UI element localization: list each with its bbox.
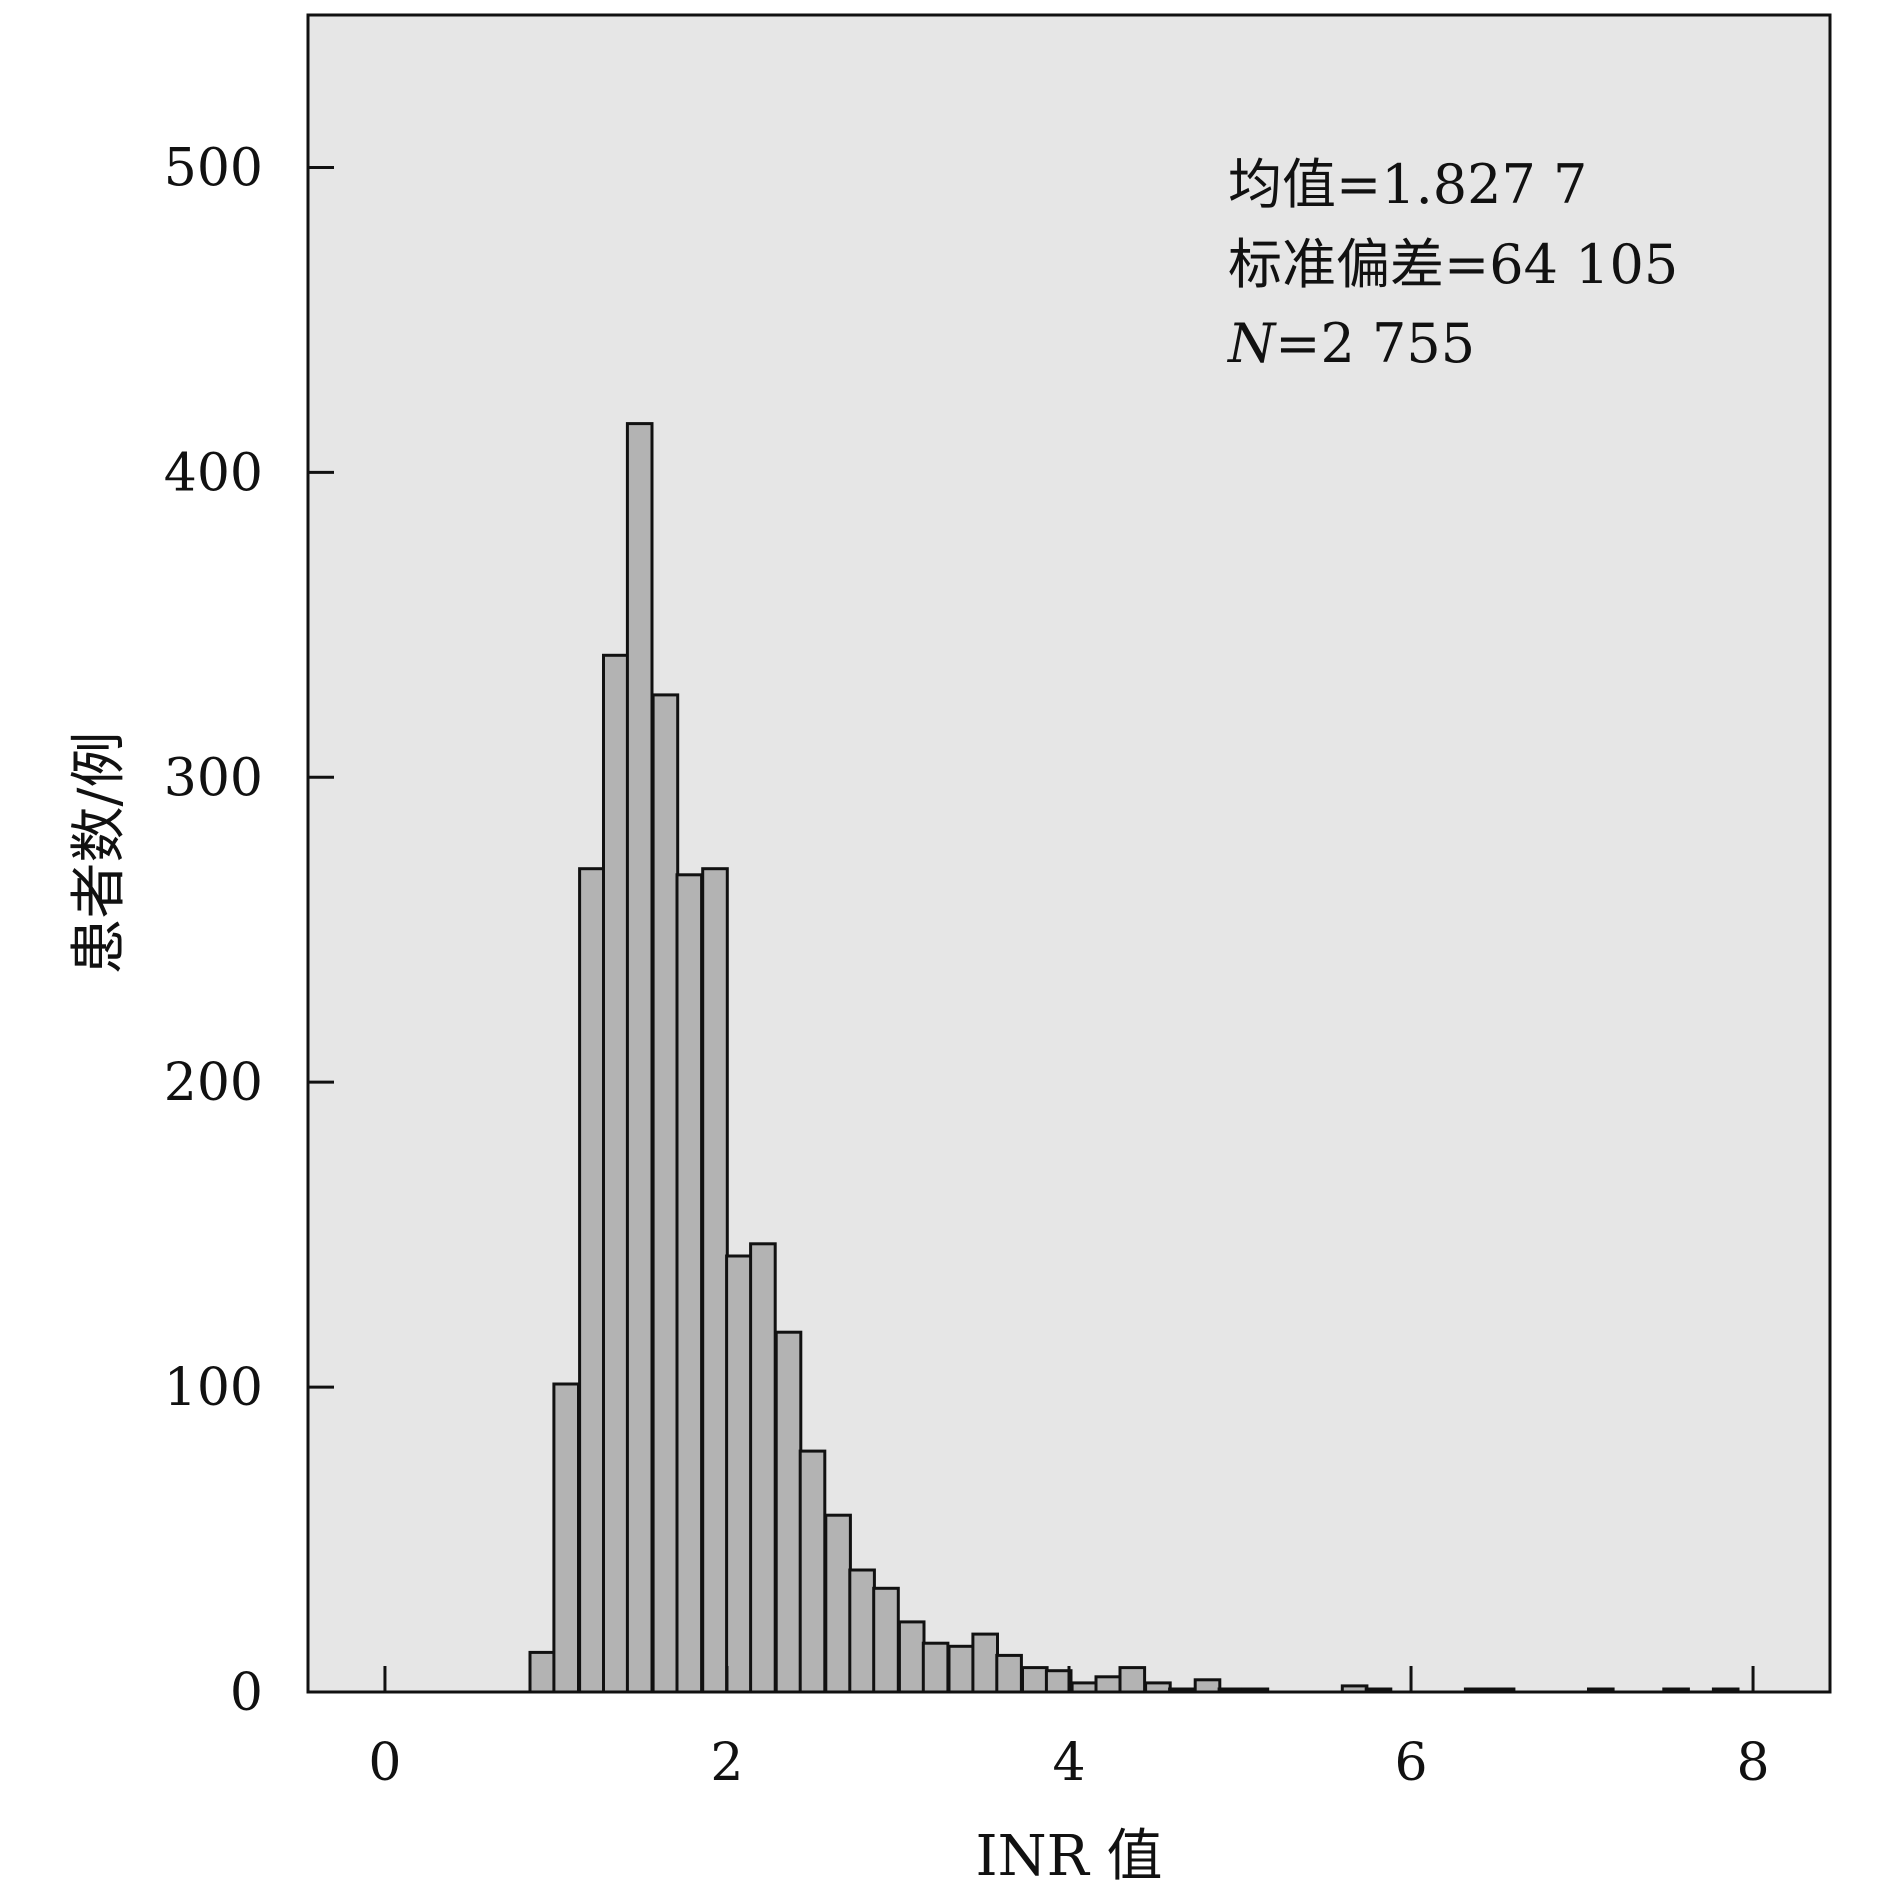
y-tick-label-0: 0 [230,1663,263,1723]
histogram-bar-23 [1094,1675,1123,1694]
y-tick-label-500: 500 [164,138,263,198]
histogram-bar-18 [971,1632,1000,1694]
histogram-bar-2 [578,867,606,1694]
n-symbol: N [1226,312,1277,375]
histogram-bar-8 [725,1254,753,1694]
n-value: =2 755 [1275,312,1475,375]
x-tick-label-8: 8 [1736,1733,1769,1793]
y-tick-label-100: 100 [164,1358,263,1418]
x-axis: 0 2 4 6 8 [368,1666,1770,1793]
histogram-bar-15 [897,1620,926,1694]
histogram-bar-12 [824,1513,852,1694]
histogram-bar-0 [528,1650,557,1694]
histogram-bar-4 [625,422,654,1694]
stats-annotation: 均值=1.827 7 标准偏差=64 105 N=2 755 [1226,153,1678,375]
histogram-bar-7 [701,867,729,1694]
y-axis: 0 100 200 300 400 500 [164,138,334,1723]
mean-label: 均值=1.827 7 [1228,153,1587,216]
y-tick-label-300: 300 [164,748,263,808]
x-tick-label-4: 4 [1052,1733,1085,1793]
histogram-bar-9 [749,1242,777,1694]
histogram-bar-20 [1021,1666,1049,1694]
histogram-bar-6 [675,873,704,1694]
histogram-bar-27 [1193,1678,1222,1694]
histogram-bar-16 [921,1641,950,1694]
y-tick-label-400: 400 [164,443,263,503]
histogram-bar-21 [1044,1669,1073,1694]
x-axis-title: INR 值 [975,1824,1162,1889]
histogram-bar-24 [1118,1666,1147,1694]
histogram-bar-1 [552,1382,581,1694]
std-dev-label: 标准偏差=64 105 [1228,233,1678,296]
sample-size-label: N=2 755 [1226,312,1475,375]
histogram-bar-13 [848,1568,876,1694]
histogram-bar-3 [602,653,630,1694]
histogram-bar-10 [774,1330,803,1694]
y-tick-label-200: 200 [164,1053,263,1113]
histogram-bar-17 [947,1644,976,1694]
x-tick-label-6: 6 [1394,1733,1427,1793]
histogram-bar-5 [651,693,680,1694]
x-tick-label-0: 0 [368,1733,401,1793]
x-tick-label-2: 2 [710,1733,743,1793]
bars-group [528,422,1740,1694]
y-axis-title: 患者数/例 [67,732,132,975]
histogram-bar-14 [872,1586,900,1694]
histogram-bar-11 [798,1449,827,1694]
plot-frame [306,13,1832,1694]
histogram-bar-19 [995,1653,1023,1694]
